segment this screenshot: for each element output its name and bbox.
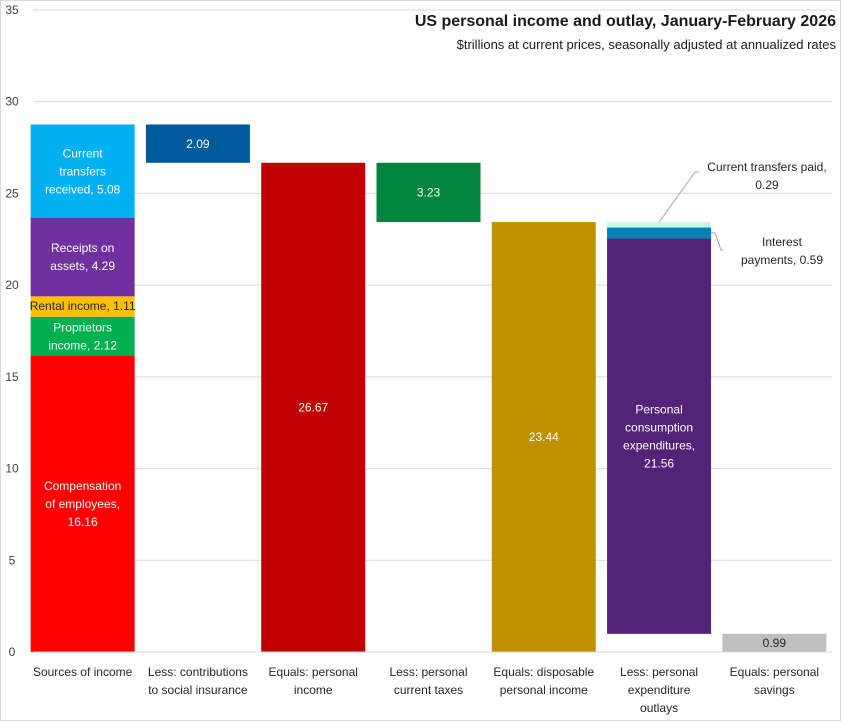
- callout-label-line: payments, 0.59: [741, 253, 823, 267]
- x-tick-label-line: Equals: disposable: [493, 665, 594, 679]
- y-tick-label: 30: [5, 95, 19, 109]
- x-tick-label: Equals: personal income: [269, 665, 358, 697]
- y-tick-label: 10: [5, 462, 19, 476]
- x-tick-label-line: Less: personal: [620, 665, 698, 679]
- data-label: Receipts on assets, 4.29: [50, 241, 115, 273]
- x-tick-label-line: Less: personal: [389, 665, 467, 679]
- x-tick-label-line: Equals: personal: [730, 665, 819, 679]
- bar-segment: [30, 316, 135, 356]
- callout-label: Interest payments, 0.59: [741, 235, 823, 267]
- bar-segment: [722, 633, 827, 652]
- data-label-line: received, 5.08: [45, 182, 121, 196]
- bar-segment: [145, 124, 250, 163]
- data-label: Current transfers received, 5.08: [45, 146, 121, 196]
- data-label-line: 23.44: [529, 430, 559, 444]
- data-label-line: 16.16: [68, 515, 98, 529]
- bar-segment: [30, 124, 135, 218]
- x-tick-label-line: personal income: [500, 683, 588, 697]
- callout-leader-line: [711, 232, 724, 251]
- x-tick-label-line: expenditure: [628, 683, 691, 697]
- x-tick-label: Equals: disposable personal income: [493, 665, 594, 697]
- data-label: 0.99: [763, 636, 787, 650]
- data-label: Rental income, 1.11: [30, 299, 136, 313]
- data-label: Personal consumption expenditures, 21.56: [623, 402, 695, 470]
- y-tick-label: 25: [5, 186, 19, 200]
- y-tick-label: 35: [5, 3, 19, 17]
- x-tick-label-line: Equals: personal: [269, 665, 358, 679]
- data-label: 3.23: [417, 186, 441, 200]
- data-label-line: Current: [63, 146, 104, 160]
- bar-segment: [607, 238, 712, 634]
- bars: [30, 124, 827, 652]
- x-tick-label-line: current taxes: [394, 683, 463, 697]
- callout-label-line: Current transfers paid,: [707, 160, 826, 174]
- x-tick-label: Less: personal current taxes: [389, 665, 467, 697]
- y-tick-label: 20: [5, 278, 19, 292]
- chart-subtitle: $trillions at current prices, seasonally…: [457, 37, 837, 52]
- data-label: 23.44: [529, 430, 559, 444]
- data-label: 2.09: [186, 137, 210, 151]
- data-label-line: Personal: [635, 402, 682, 416]
- data-label-line: 26.67: [298, 401, 328, 415]
- x-tick-label: Equals: personal savings: [730, 665, 819, 697]
- axes: 0 5 10 15 20 25 30 35 Sources of income Less: con…: [5, 3, 832, 715]
- data-label: 26.67: [298, 401, 328, 415]
- callout-label: Current transfers paid, 0.29: [707, 160, 826, 192]
- data-label-line: income, 2.12: [48, 338, 117, 352]
- chart-title: US personal income and outlay, January-F…: [415, 13, 836, 30]
- callout-label-line: Interest: [762, 235, 803, 249]
- x-tick-label: Less: contributions to social insurance: [148, 665, 248, 697]
- x-tick-label-line: income: [294, 683, 333, 697]
- x-tick-label-line: outlays: [640, 701, 678, 715]
- gridlines: [33, 9, 832, 653]
- y-tick-label: 5: [9, 553, 16, 567]
- x-tick-label-line: to social insurance: [148, 683, 248, 697]
- bar-segment: [491, 222, 596, 652]
- y-tick-label: 15: [5, 370, 19, 384]
- x-tick-label-line: Less: contributions: [148, 665, 248, 679]
- bar-segment: [376, 162, 481, 223]
- data-label: Proprietors income, 2.12: [48, 320, 117, 352]
- y-tick-label: 0: [9, 645, 16, 659]
- data-label-line: Rental income, 1.11: [30, 299, 136, 313]
- bar-segment: [30, 296, 135, 317]
- callout-label-line: 0.29: [755, 178, 779, 192]
- data-label: Compensation of employees, 16.16: [44, 479, 121, 529]
- data-label-line: 0.99: [763, 636, 787, 650]
- x-tick-label-line: savings: [754, 683, 795, 697]
- data-label-line: 21.56: [644, 456, 674, 470]
- data-label-line: Receipts on: [51, 241, 114, 255]
- bar-segment: [30, 217, 135, 297]
- data-label-line: transfers: [59, 164, 106, 178]
- bar-segment: [261, 162, 366, 652]
- bar-segment: [607, 222, 712, 228]
- bar-segment: [607, 227, 712, 239]
- x-tick-label: Less: personal expenditure outlays: [620, 665, 698, 715]
- data-label-line: Compensation: [44, 479, 121, 493]
- data-label-line: assets, 4.29: [50, 259, 115, 273]
- data-label-line: Proprietors: [53, 320, 112, 334]
- data-label-line: of employees,: [45, 497, 120, 511]
- callout-leader-line: [658, 171, 700, 223]
- data-label-line: expenditures,: [623, 438, 695, 452]
- x-tick-label-line: Sources of income: [33, 665, 133, 679]
- data-label-line: 2.09: [186, 137, 210, 151]
- data-label-line: 3.23: [417, 186, 441, 200]
- data-labels: Compensation of employees, 16.16 Proprietor…: [30, 137, 827, 650]
- bar-segment: [30, 355, 135, 652]
- data-label-line: consumption: [625, 420, 693, 434]
- x-tick-label: Sources of income: [33, 665, 133, 679]
